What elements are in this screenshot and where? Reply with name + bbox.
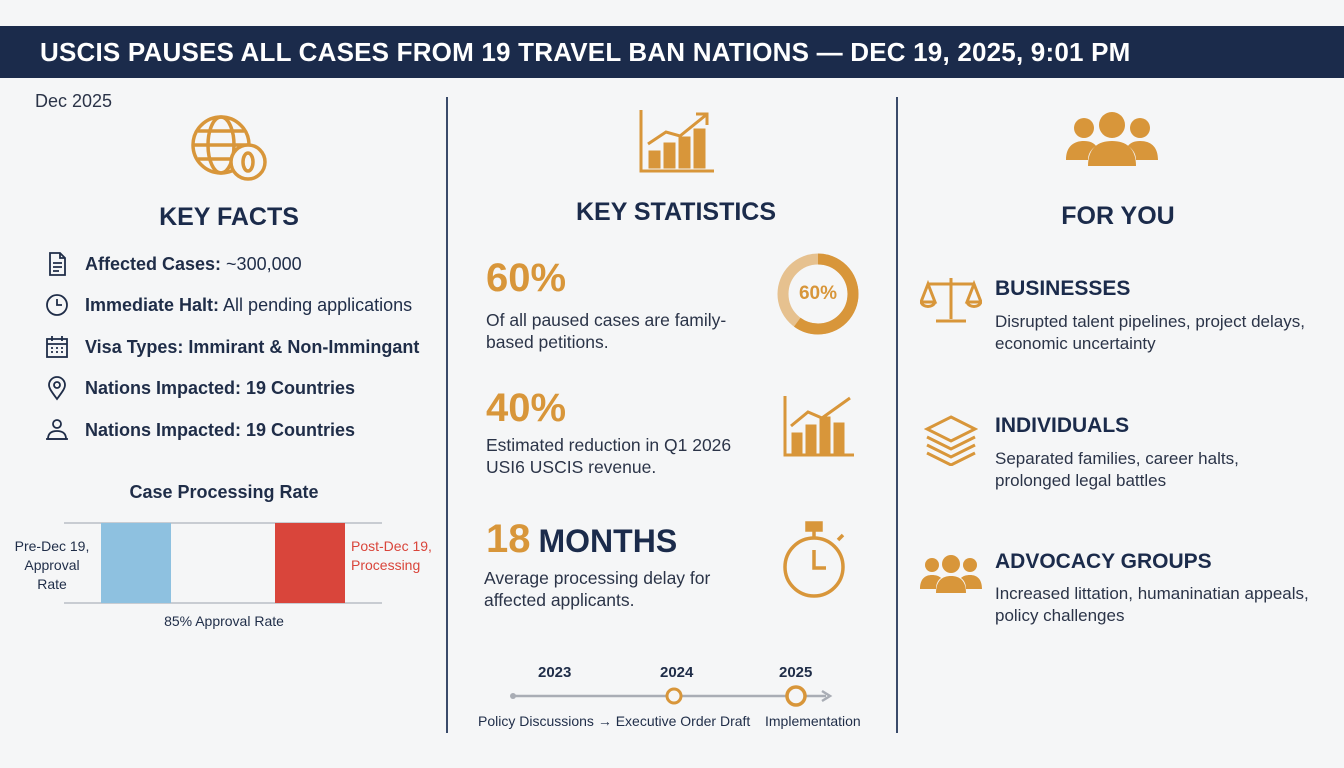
fact-nations-impacted-2: Nations Impacted: 19 Countries (44, 416, 355, 444)
calendar-icon (46, 336, 68, 358)
chart-bar (275, 523, 345, 603)
column-divider-left (446, 97, 448, 733)
stat-value: 40% (486, 386, 567, 430)
stat-value: 60% (486, 256, 567, 300)
bar-label-post-line2: Processing (351, 557, 421, 573)
timeline-dot (665, 687, 683, 705)
fact-label: Immediate Halt: (85, 294, 220, 315)
donut-icon: 60% (775, 251, 861, 342)
timeline-caption-left: Policy Discussions → Executive Order Dra… (478, 713, 751, 729)
bar-label-pre: Pre-Dec 19, Approval Rate (8, 537, 96, 594)
timeline-dot (785, 685, 807, 707)
for-you-description: Separated families, career halts, prolon… (995, 449, 1239, 490)
fact-label: Affected Cases: (85, 253, 222, 274)
scales-icon (918, 275, 984, 330)
timeline-year: 2024 (660, 664, 694, 681)
fact-value: All pending applications (219, 294, 413, 315)
stat-big-value: 60% (486, 256, 566, 301)
fact-value: ~300,000 (221, 253, 302, 274)
stat-big-value: 40% (486, 386, 566, 431)
stat-description: Average processing delay for affected ap… (484, 568, 711, 610)
case-processing-chart (64, 522, 382, 604)
date-label: Dec 2025 (35, 91, 113, 111)
key-statistics-title: KEY STATISTICS (575, 198, 777, 226)
location-pin-icon (48, 376, 66, 401)
fact-label: Nations Impacted: 19 Countries (85, 377, 356, 398)
donut-arc (777, 253, 859, 335)
group-people-icon (1066, 110, 1158, 175)
clock-icon (46, 294, 68, 316)
stat-value: 18 (486, 517, 531, 561)
bar-label-post: Post-Dec 19, Processing (351, 537, 432, 575)
timeline-track (510, 685, 833, 707)
page-title-banner: USCIS PAUSES ALL CASES FROM 19 TRAVEL BA… (0, 26, 1344, 78)
chart-note: 85% Approval Rate (164, 613, 284, 629)
fact-nations-impacted: Nations Impacted: 19 Countries (44, 374, 355, 402)
timeline-year: 2025 (779, 664, 813, 681)
for-you-heading: ADVOCACY GROUPS (995, 550, 1212, 573)
document-icon (49, 252, 66, 276)
key-facts-title: KEY FACTS (159, 203, 299, 231)
timeline-year: 2023 (538, 664, 572, 681)
for-you-heading: INDIVIDUALS (995, 414, 1130, 437)
advocacy-group-icon (920, 555, 982, 600)
chart-bar (101, 523, 171, 603)
page-title: USCIS PAUSES ALL CASES FROM 19 TRAVEL BA… (40, 36, 1131, 67)
fact-affected-cases: Affected Cases: ~300,000 (44, 250, 302, 278)
layers-icon (923, 414, 979, 471)
fact-label: Visa Types: Immirant & Non-Immingant (85, 336, 420, 357)
people-icon (46, 419, 68, 440)
for-you-title: FOR YOU (1061, 202, 1175, 230)
for-you-heading: BUSINESSES (995, 277, 1131, 300)
stat-description: Of all paused cases are family-based pet… (486, 310, 727, 352)
bar-chart-icon (782, 394, 856, 463)
donut-label: 60% (798, 283, 838, 304)
fact-immediate-halt: Immediate Halt: All pending applications (44, 291, 412, 319)
column-divider-right (896, 97, 898, 733)
stat-description: Estimated reduction in Q1 2026 USI6 USCI… (486, 435, 732, 477)
stat-unit: MONTHS (538, 523, 678, 559)
bar-label-pre-line1: Pre-Dec 19, (14, 538, 90, 554)
bar-label-post-line1: Post-Dec 19, (351, 538, 432, 554)
timeline-dot (510, 693, 516, 699)
bar-label-pre-line2: Approval Rate (24, 557, 80, 592)
chart-title: Case Processing Rate (129, 482, 319, 502)
for-you-description: Disrupted talent pipelines, project dela… (995, 312, 1305, 353)
fact-visa-types: Visa Types: Immirant & Non-Immingant (44, 333, 419, 361)
growth-chart-icon (638, 108, 716, 179)
stopwatch-icon (780, 520, 850, 605)
fact-label: Nations Impacted: 19 Countries (85, 419, 356, 440)
globe-coin-icon (190, 114, 270, 191)
for-you-description: Increased littation, humaninatian appeal… (995, 584, 1309, 625)
timeline-caption-right: Implementation (765, 713, 861, 729)
stat-big-value: 18 MONTHS (486, 517, 677, 562)
